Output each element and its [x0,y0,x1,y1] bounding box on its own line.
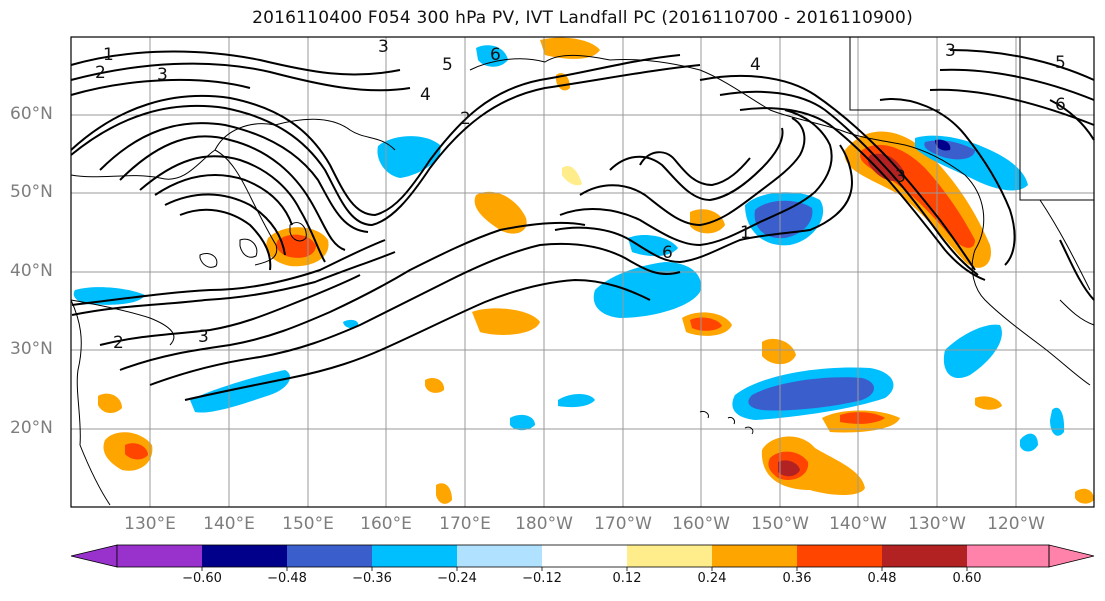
lon-label-130e: 130°E [124,514,176,534]
lon-label-140e: 140°E [203,514,255,534]
positive-anomaly [425,378,445,393]
positive-anomaly [690,317,722,331]
colorbar-bin [967,545,1049,567]
positive-anomaly [276,234,316,258]
colorbar-bin [542,545,627,567]
ivt-shading-negative [73,45,1065,452]
positive-anomaly [975,396,1002,410]
colorbar-tick-label: 0.24 [697,571,727,586]
colorbar-bin [457,545,542,567]
colorbar-bin [882,545,967,567]
negative-anomaly [754,200,813,239]
contour-label: 3 [157,65,168,85]
positive-anomaly [762,338,796,365]
colorbar [70,544,1095,571]
contour-label: 3 [378,37,389,57]
colorbar-tick-label: −0.48 [267,571,307,586]
positive-anomaly [761,436,865,495]
lon-label-180w: 180°W [515,514,573,534]
colorbar-bin [202,545,287,567]
colorbar-extend-high [1048,544,1095,568]
lat-label-30n: 30°N [10,339,53,359]
positive-anomaly [1075,488,1094,504]
negative-anomaly [943,324,1002,379]
lon-label-160e: 160°E [360,514,412,534]
lon-label-170w: 170°W [594,514,652,534]
negative-anomaly [935,139,951,151]
negative-anomaly [73,287,145,305]
lon-label-130w: 130°W [908,514,966,534]
colorbar-outline [116,544,1050,568]
lon-label-140w: 140°W [829,514,887,534]
contour-label: 6 [1055,95,1066,115]
map-border [70,36,1095,508]
negative-anomaly [343,319,359,329]
positive-anomaly [125,443,148,460]
contour-label: 3 [945,41,956,61]
contour-label: 3 [895,167,906,187]
coastlines [70,37,1095,506]
lon-label-150e: 150°E [282,514,334,534]
negative-anomaly [593,262,701,318]
colorbar-tick-label: −0.36 [352,571,392,586]
lon-label-160w: 160°W [672,514,730,534]
colorbar-bin [627,545,712,567]
pv-contours [70,49,1095,401]
lat-label-50n: 50°N [10,182,53,202]
contour-label: 3 [198,327,209,347]
colorbar-extend-low [70,544,118,568]
colorbar-bin [372,545,457,567]
map-title: 2016110400 F054 300 hPa PV, IVT Landfall… [252,8,913,28]
lon-label-170e: 170°E [439,514,491,534]
contour-label: 5 [442,55,453,75]
colorbar-bin [797,545,882,567]
positive-anomaly [98,393,122,414]
colorbar-tick-label: −0.60 [182,571,222,586]
negative-anomaly [558,394,595,408]
colorbar-bin [712,545,797,567]
negative-anomaly [190,370,290,413]
contour-label: 1 [103,45,114,65]
positive-anomaly [562,165,582,186]
colorbar-bin [287,545,372,567]
lat-label-20n: 20°N [10,418,53,438]
negative-anomaly [510,414,535,431]
colorbar-tick-label: −0.24 [437,571,477,586]
colorbar-tick-label: 0.12 [612,571,642,586]
graticule [71,37,1094,507]
contour-label: 6 [662,243,673,263]
contour-labels: 1 2 3 3 4 5 6 2 4 3 5 6 1 6 3 2 3 [95,37,1066,353]
contour-label: 4 [750,55,761,75]
contour-label: 2 [95,63,106,83]
lon-label-150w: 150°W [751,514,809,534]
positive-anomaly [690,209,725,234]
contour-label: 2 [460,109,471,129]
colorbar-tick-label: 0.36 [782,571,812,586]
colorbar-tick-label: 0.60 [952,571,982,586]
positive-anomaly [436,483,452,504]
negative-anomaly [1020,433,1038,452]
negative-anomaly [476,45,508,67]
colorbar-bin [117,545,202,567]
ivt-shading [98,37,1094,504]
contour-label: 4 [420,85,431,105]
colorbar-tick-label: 0.48 [867,571,897,586]
colorbar-tick-label: −0.12 [522,571,562,586]
contour-label: 6 [490,45,501,65]
positive-anomaly [778,460,800,477]
negative-anomaly [628,235,678,257]
positive-anomaly [474,191,527,234]
contour-label: 5 [1055,53,1066,73]
positive-anomaly [540,37,600,59]
lat-label-60n: 60°N [10,104,53,124]
contour-label: 2 [113,333,124,353]
lon-label-120w: 120°W [987,514,1045,534]
contour-label: 1 [740,223,751,243]
positive-anomaly [840,412,885,424]
positive-anomaly [472,308,540,335]
lat-label-40n: 40°N [10,261,53,281]
